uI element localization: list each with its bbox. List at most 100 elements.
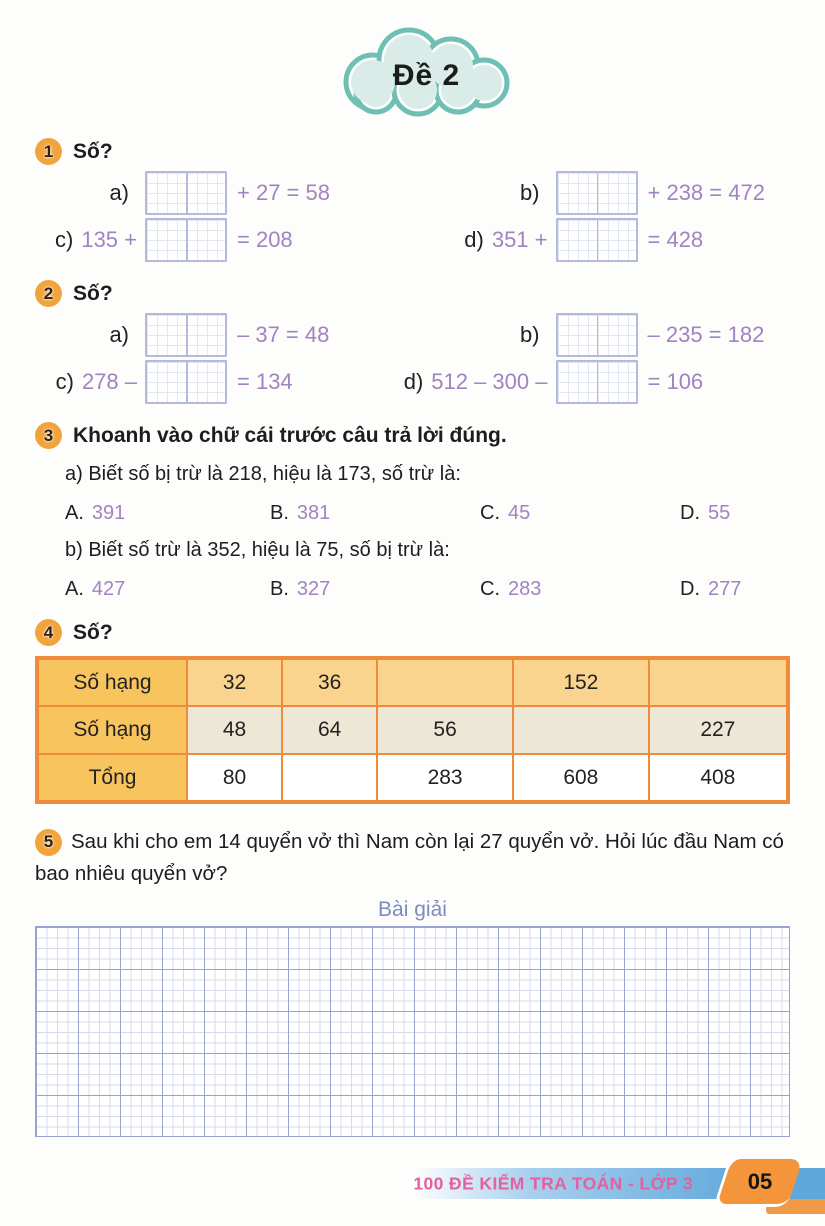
table-cell: 608 — [511, 753, 650, 803]
test-title: Đề 2 — [392, 59, 461, 92]
equation-q2-d: d) 512 – 300 – = 106 — [404, 360, 791, 404]
solution-heading: Bài giải — [378, 897, 447, 921]
table-cell-blank[interactable] — [647, 657, 790, 707]
option-letter: C. — [480, 578, 500, 600]
equation-prefix: 512 – 300 – — [431, 369, 548, 394]
question-title: Số? — [73, 620, 113, 644]
equation-label: a) — [109, 322, 129, 347]
option-letter: D. — [680, 578, 700, 600]
table-cell-blank[interactable] — [281, 753, 379, 803]
question-title: Số? — [73, 281, 113, 305]
equation-label: d) — [464, 227, 484, 252]
table-cell: 408 — [647, 753, 790, 803]
table-cell: 152 — [511, 657, 650, 707]
answer-box[interactable] — [145, 171, 227, 215]
option-d[interactable]: D. 55 — [680, 502, 790, 525]
question-3b-options: A. 427 B. 327 C. 283 D. 277 — [65, 578, 790, 601]
table-cell: 64 — [281, 705, 379, 755]
option-letter: A. — [65, 502, 84, 524]
option-b[interactable]: B. 327 — [270, 578, 480, 601]
worksheet-page: Đề 2 1 Số? a) + 27 = 58 b) + 238 = 472 c… — [0, 26, 825, 1137]
table-cell: 283 — [376, 753, 514, 803]
equation-q2-b: b) – 235 = 182 — [413, 313, 791, 357]
equation-label: b) — [519, 322, 540, 347]
equation-prefix: 278 – — [81, 369, 137, 394]
answer-box[interactable] — [555, 218, 638, 262]
table-cell: 36 — [281, 657, 379, 707]
table-cell-blank[interactable] — [376, 657, 514, 707]
page-number: 05 — [747, 1168, 773, 1194]
equation-suffix: + 27 = 58 — [237, 180, 330, 205]
answer-box[interactable] — [145, 313, 227, 357]
table-row: Số hạng 32 36 152 — [36, 657, 790, 707]
question-5-text-block: 5 Sau khi cho em 14 quyển vở thì Nam còn… — [35, 826, 790, 890]
option-letter: B. — [270, 578, 289, 600]
equation-label: c) — [55, 227, 74, 252]
option-value: 283 — [508, 578, 542, 600]
equation-suffix: – 235 = 182 — [647, 322, 765, 347]
test-title-cloud: Đề 2 — [321, 26, 533, 120]
equation-prefix: 351 + — [491, 227, 548, 252]
question-title: Khoanh vào chữ cái trước câu trả lời đún… — [73, 423, 507, 447]
equation-label: b) — [519, 180, 540, 205]
equation-suffix: – 37 = 48 — [237, 322, 330, 347]
question-number-badge: 3 — [35, 422, 62, 449]
equation-suffix: = 134 — [237, 369, 293, 394]
row-header-cell: Số hạng — [36, 705, 188, 755]
solution-writing-grid[interactable] — [35, 925, 790, 1137]
option-value: 391 — [91, 502, 126, 524]
row-header-cell: Tổng — [36, 753, 188, 803]
equation-label: a) — [109, 180, 129, 205]
option-letter: A. — [65, 578, 84, 600]
answer-box[interactable] — [555, 171, 638, 215]
question-3b-text: b) Biết số trừ là 352, hiệu là 75, số bị… — [65, 539, 450, 561]
question-1-equations: a) + 27 = 58 b) + 238 = 472 c) 135 + = 20… — [35, 171, 790, 262]
equation-q1-a: a) + 27 = 58 — [35, 171, 413, 215]
question-title: Số? — [73, 139, 113, 163]
table-row: Số hạng 48 64 56 227 — [36, 705, 790, 755]
table-cell: 80 — [185, 753, 284, 803]
option-value: 45 — [508, 502, 531, 524]
question-3-header: 3 Khoanh vào chữ cái trước câu trả lời đ… — [35, 422, 790, 449]
question-number-badge: 2 — [35, 280, 62, 307]
answer-box[interactable] — [145, 218, 227, 262]
option-value: 381 — [296, 502, 331, 524]
option-b[interactable]: B. 381 — [270, 502, 480, 525]
answer-box[interactable] — [145, 360, 227, 404]
sums-table: Số hạng 32 36 152 Số hạng 48 64 56 227 T… — [35, 656, 790, 804]
equation-suffix: = 208 — [237, 227, 293, 252]
question-2-header: 2 Số? — [35, 280, 790, 307]
option-value: 327 — [296, 578, 331, 600]
equation-suffix: = 106 — [647, 369, 704, 394]
question-number-badge: 5 — [35, 829, 62, 856]
equation-suffix: = 428 — [647, 227, 704, 252]
question-3a-options: A. 391 B. 381 C. 45 D. 55 — [65, 502, 790, 525]
option-c[interactable]: C. 45 — [480, 502, 680, 525]
table-cell: 227 — [647, 705, 790, 755]
question-3a-text: a) Biết số bị trừ là 218, hiệu là 173, s… — [65, 463, 461, 485]
option-c[interactable]: C. 283 — [480, 578, 680, 601]
question-4-header: 4 Số? — [35, 619, 790, 646]
table-cell: 48 — [185, 705, 284, 755]
option-letter: B. — [270, 502, 289, 524]
option-value: 55 — [708, 502, 731, 524]
question-number-badge: 1 — [35, 138, 62, 165]
option-d[interactable]: D. 277 — [680, 578, 790, 601]
option-a[interactable]: A. 391 — [65, 502, 270, 525]
answer-box[interactable] — [555, 360, 638, 404]
equation-prefix: 135 + — [81, 227, 137, 252]
series-title: 100 ĐỀ KIỂM TRA TOÁN - LỚP 3 — [413, 1173, 693, 1193]
equation-q2-a: a) – 37 = 48 — [35, 313, 413, 357]
option-value: 427 — [91, 578, 126, 600]
question-5-text: Sau khi cho em 14 quyển vở thì Nam còn l… — [35, 830, 784, 885]
table-row: Tổng 80 283 608 408 — [36, 753, 790, 803]
equation-label: c) — [55, 369, 74, 394]
question-2-equations: a) – 37 = 48 b) – 235 = 182 c) 278 – = 13… — [35, 313, 790, 404]
option-letter: C. — [480, 502, 500, 524]
answer-box[interactable] — [555, 313, 638, 357]
option-letter: D. — [680, 502, 700, 524]
table-cell: 56 — [376, 705, 514, 755]
option-a[interactable]: A. 427 — [65, 578, 270, 601]
table-cell-blank[interactable] — [511, 705, 650, 755]
equation-q1-d: d) 351 + = 428 — [413, 218, 791, 262]
